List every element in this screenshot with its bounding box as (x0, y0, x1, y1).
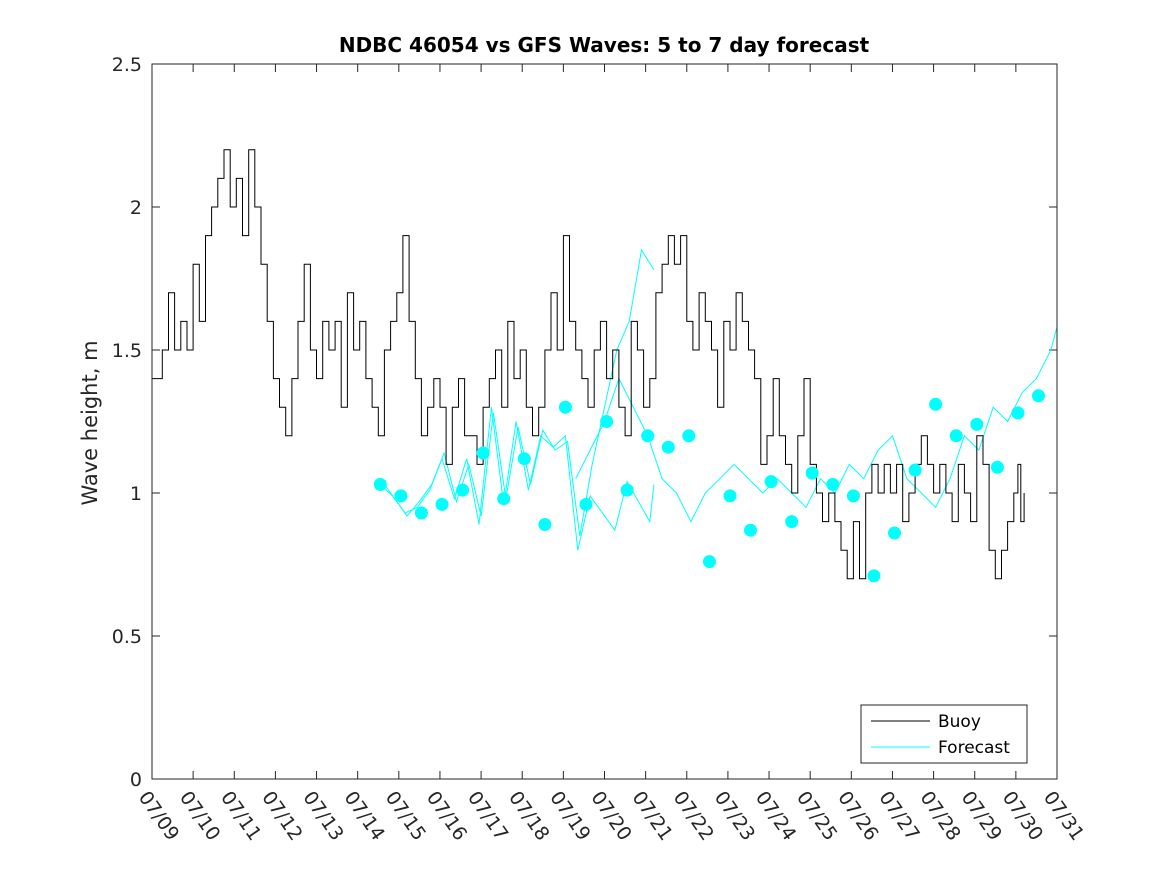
legend-buoy-label: Buoy (938, 712, 981, 732)
forecast-marker (929, 397, 943, 411)
x-tick-label: 07/19 (545, 787, 594, 844)
y-tick-label: 0.5 (112, 626, 142, 648)
forecast-marker (641, 429, 655, 443)
x-tick-label: 07/09 (134, 787, 183, 844)
forecast-marker (1032, 389, 1045, 403)
y-axis-label: Wave height, m (78, 340, 102, 505)
forecast-marker (846, 489, 860, 503)
forecast-marker (723, 489, 737, 503)
forecast-marker (805, 466, 819, 480)
forecast-marker (476, 446, 490, 460)
forecast-marker (867, 569, 881, 583)
y-tick-label: 0 (130, 769, 142, 791)
forecast-marker (456, 483, 470, 497)
x-tick-label: 07/18 (504, 787, 553, 844)
x-tick-label: 07/22 (669, 787, 718, 844)
x-tick-label: 07/26 (833, 787, 882, 844)
x-tick-label: 07/21 (628, 787, 677, 844)
plot-frame (151, 63, 1058, 780)
x-tick-label: 07/16 (422, 787, 471, 844)
forecast-line (379, 407, 655, 551)
forecast-marker (888, 526, 901, 540)
forecast-marker (764, 475, 778, 489)
forecast-marker (702, 555, 716, 569)
x-tick-label: 07/12 (257, 787, 306, 844)
forecast-marker (579, 497, 593, 511)
y-tick-label: 2.5 (112, 54, 142, 76)
forecast-marker (682, 429, 696, 443)
forecast-marker (990, 460, 1004, 474)
x-tick-label: 07/17 (463, 787, 512, 844)
forecast-marker (826, 477, 840, 491)
forecast-line (575, 326, 1058, 523)
legend-forecast-label: Forecast (938, 738, 1010, 758)
forecast-marker (970, 417, 984, 431)
x-tick-label: 07/13 (298, 787, 347, 844)
forecast-marker (949, 429, 963, 443)
forecast-line (379, 248, 655, 536)
x-tick-label: 07/23 (710, 787, 759, 844)
forecast-marker (517, 452, 531, 466)
forecast-marker (785, 515, 799, 529)
x-tick-label: 07/11 (216, 787, 265, 844)
forecast-marker (661, 440, 675, 454)
forecast-marker (394, 489, 408, 503)
forecast-marker (908, 463, 922, 477)
buoy-line (152, 149, 1025, 580)
x-tick-label: 07/15 (381, 787, 430, 844)
forecast-marker (600, 415, 614, 428)
forecast-marker (744, 523, 757, 537)
x-tick-label: 07/25 (792, 787, 841, 844)
legend-box (860, 704, 1028, 764)
x-tick-label: 07/27 (874, 787, 923, 844)
x-tick-label: 07/29 (957, 787, 1006, 844)
y-tick-label: 1 (130, 483, 142, 505)
legend: Buoy Forecast (860, 704, 1028, 764)
forecast-marker (538, 518, 552, 531)
x-tick-label: 07/31 (1039, 787, 1088, 844)
y-tick-label: 1.5 (112, 340, 142, 362)
forecast-marker (497, 492, 511, 506)
forecast-marker (1011, 406, 1025, 420)
x-tick-label: 07/30 (998, 787, 1047, 844)
chart-title: NDBC 46054 vs GFS Waves: 5 to 7 day fore… (339, 33, 870, 57)
x-tick-label: 07/20 (586, 787, 635, 844)
x-tick-label: 07/10 (175, 787, 224, 844)
forecast-marker (414, 506, 428, 520)
x-tick-label: 07/24 (751, 787, 800, 844)
x-tick-label: 07/28 (915, 787, 964, 844)
y-tick-label: 2 (130, 197, 142, 219)
x-tick-label: 07/14 (340, 787, 389, 844)
forecast-marker (558, 400, 572, 414)
forecast-marker (435, 497, 449, 511)
forecast-marker (373, 477, 387, 491)
forecast-marker (620, 483, 634, 497)
